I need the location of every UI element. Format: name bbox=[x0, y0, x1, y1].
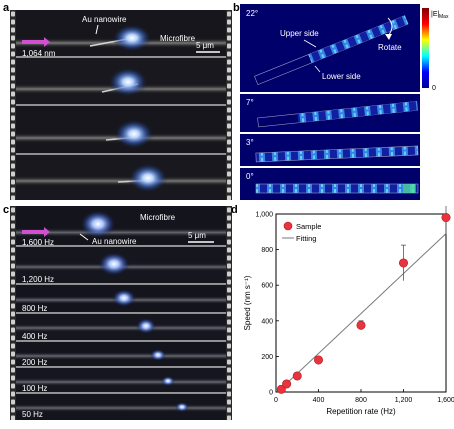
y-tick-label: 600 bbox=[261, 283, 273, 290]
panel-c-freq-200: 200 Hz bbox=[22, 358, 47, 367]
panel-b-colorbar bbox=[422, 8, 429, 88]
y-tick-label: 1,000 bbox=[255, 212, 273, 219]
data-point bbox=[282, 379, 292, 389]
panel-b-rotate-label: Rotate bbox=[378, 43, 402, 52]
panel-c-fibre-label: Microfibre bbox=[140, 213, 176, 222]
panel-b-angle-7: 7° bbox=[246, 98, 254, 107]
panel-a-frame-2 bbox=[16, 58, 226, 104]
panel-b-angle-3: 3° bbox=[246, 138, 254, 147]
y-tick-label: 200 bbox=[261, 354, 273, 361]
panel-c-freq-50: 50 Hz bbox=[22, 410, 43, 419]
legend-marker-sample bbox=[283, 221, 293, 231]
panel-a-microscopy: Au nanowire Microfibre 1,064 nm 5 μm bbox=[10, 10, 232, 200]
y-axis-label: Speed (nm s⁻¹) bbox=[243, 275, 252, 330]
x-tick-label: 0 bbox=[274, 397, 278, 404]
panel-c-freq-400: 400 Hz bbox=[22, 332, 47, 341]
data-point bbox=[356, 320, 366, 330]
data-point bbox=[441, 213, 451, 223]
y-tick-label: 0 bbox=[269, 390, 273, 397]
fit-line bbox=[280, 233, 447, 389]
data-point bbox=[314, 355, 324, 365]
panel-c-freq-1200: 1,200 Hz bbox=[22, 275, 54, 284]
panel-label-a: a bbox=[3, 2, 10, 14]
data-point bbox=[399, 258, 409, 268]
y-tick-label: 800 bbox=[261, 247, 273, 254]
legend-label-sample: Sample bbox=[296, 222, 321, 231]
data-point bbox=[276, 384, 286, 394]
panel-b-angle-0: 0° bbox=[246, 172, 254, 181]
panel-b-colorbar-min: 0 bbox=[432, 85, 436, 92]
panel-c-nanowire-label: Au nanowire bbox=[92, 237, 137, 246]
data-point bbox=[292, 371, 302, 381]
legend: Sample Fitting bbox=[282, 221, 321, 243]
panel-c-freq-100: 100 Hz bbox=[22, 384, 47, 393]
panel-b-upper-side-label: Upper side bbox=[280, 29, 319, 38]
panel-a-frame-1 bbox=[16, 10, 226, 57]
panel-c-scale-label: 5 μm bbox=[188, 231, 206, 240]
panel-a-wavelength-label: 1,064 nm bbox=[22, 49, 56, 58]
panel-c-freq-800: 800 Hz bbox=[22, 304, 47, 313]
panel-b-simulation: 22° Upper side Lower side Rotate |E| Max… bbox=[240, 4, 449, 200]
legend-label-fit: Fitting bbox=[296, 234, 316, 243]
panel-b-colorbar-label: |E| bbox=[431, 11, 439, 18]
panel-b-angle-22: 22° bbox=[246, 9, 258, 18]
panel-a-nanowire-label: Au nanowire bbox=[82, 15, 127, 24]
panel-a-frame-3 bbox=[16, 106, 226, 153]
panel-label-c: c bbox=[3, 204, 10, 216]
panel-b-lower-side-label: Lower side bbox=[322, 72, 361, 81]
x-tick-label: 800 bbox=[355, 397, 367, 404]
panel-c-microscopy: Microfibre Au nanowire 5 μm 1,600 Hz 1,2… bbox=[10, 206, 232, 420]
x-tick-label: 1,200 bbox=[395, 397, 413, 404]
panel-label-d: d bbox=[231, 204, 238, 216]
panel-b-colorbar-sub: Max bbox=[439, 14, 449, 20]
panel-c-freq-1600: 1,600 Hz bbox=[22, 238, 54, 247]
x-tick-label: 400 bbox=[313, 397, 325, 404]
panel-label-b: b bbox=[233, 2, 240, 14]
y-tick-label: 400 bbox=[261, 318, 273, 325]
x-tick-label: 1,600 bbox=[437, 397, 454, 404]
panel-a-fibre-label: Microfibre bbox=[160, 34, 196, 43]
x-axis-label: Repetition rate (Hz) bbox=[326, 407, 396, 416]
panel-a-frame-4 bbox=[16, 155, 226, 200]
panel-d-chart: 0 400 800 1,200 1,600 0 200 400 600 800 1,000 Repe… bbox=[243, 206, 454, 416]
panel-a-scale-label: 5 μm bbox=[196, 41, 214, 50]
